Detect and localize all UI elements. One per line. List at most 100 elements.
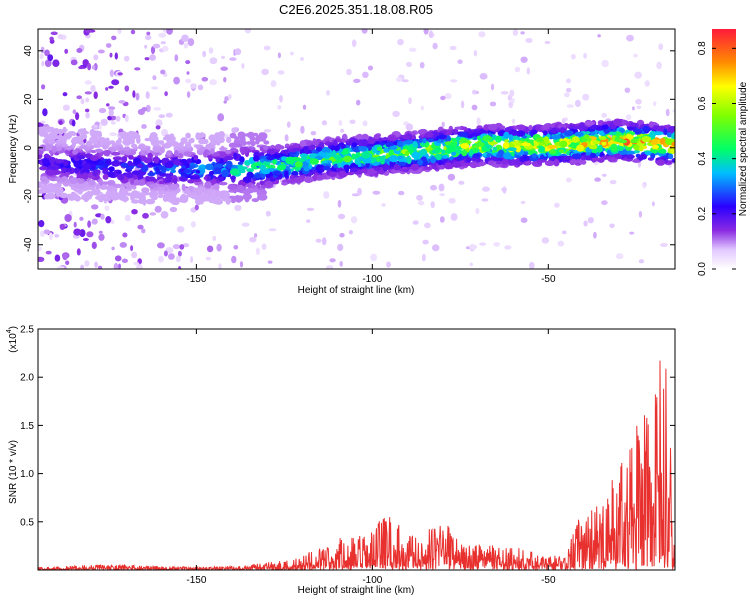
spectrogram-cell — [109, 52, 113, 58]
snr-x-label: Height of straight line (km) — [298, 585, 415, 596]
spectrogram-cell — [133, 181, 144, 186]
spectrogram-cell — [194, 204, 199, 211]
spectrogram-cell — [111, 35, 117, 41]
spectrogram-cell — [458, 180, 465, 185]
snr-scale-exponent: 4 — [6, 329, 13, 333]
spectrogram-cell — [571, 53, 576, 60]
spectrogram-cell — [157, 242, 165, 249]
spectrogram-cell — [629, 231, 635, 235]
spectrogram-cell — [613, 118, 622, 127]
spectrogram-cell — [579, 122, 587, 130]
spectrogram-cell — [635, 98, 642, 105]
spectrogram-cell — [459, 131, 468, 139]
spectrogram-cell — [361, 139, 368, 147]
spectrogram-cell — [361, 151, 371, 159]
spectrogram-cell — [361, 133, 369, 141]
spectrogram-cell — [343, 164, 351, 171]
spectrogram-cell — [72, 109, 77, 114]
spectrogram-cell — [152, 139, 161, 145]
spectrogram-cell — [417, 159, 424, 166]
spectrogram-cell — [176, 142, 184, 149]
spectrogram-cell — [273, 172, 279, 177]
spectrogram-cell — [108, 85, 114, 89]
spectrogram-cell — [105, 160, 110, 165]
spectrogram-cell — [97, 49, 105, 54]
spectrogram-cell — [648, 121, 655, 128]
spectrogram-cell — [152, 43, 161, 49]
spectrogram-cell — [142, 212, 149, 219]
spectrogram-cell — [544, 160, 555, 167]
spectrogram-cell — [124, 114, 129, 123]
spectrogram-cell — [84, 91, 92, 95]
spectrogram-cell — [107, 115, 112, 121]
spectrogram-cell — [566, 78, 571, 84]
spectrogram-cell — [619, 128, 625, 134]
spectrogram-cell — [633, 128, 643, 135]
spectrogram-cell — [203, 151, 208, 158]
spectrogram-cell — [522, 154, 528, 160]
spectrogram-cell — [229, 132, 237, 139]
spectrogram-cell — [58, 120, 63, 125]
spectrogram-cell — [633, 53, 638, 58]
spectrogram-cell — [452, 138, 457, 144]
spectrogram-cell — [160, 41, 166, 45]
spectrogram-cell — [166, 29, 173, 35]
spectrogram-cell — [166, 175, 172, 183]
spectrogram-cell — [489, 101, 497, 107]
spectrogram-cell — [412, 220, 419, 225]
spectrogram-cell — [631, 106, 635, 111]
spectrogram-cell — [652, 144, 659, 150]
spectrogram-cell — [65, 260, 70, 266]
spectrogram-cell — [478, 31, 486, 38]
spectrogram-cell — [221, 55, 225, 60]
spectrogram-cell — [346, 68, 352, 76]
spectrogram-cell — [301, 161, 309, 168]
spectrogram-cell — [82, 238, 89, 241]
spectrogram-cell — [190, 83, 197, 89]
spectrogram-cell — [93, 91, 98, 99]
spectrogram-cell — [226, 160, 233, 169]
spectrogram-cell — [574, 131, 584, 137]
spectrogram-cell — [255, 138, 260, 145]
spectrogram-cell — [586, 137, 592, 142]
spectrogram-cell — [435, 135, 445, 140]
spectrogram-cell — [634, 71, 643, 79]
spectrogram-cell — [430, 156, 437, 164]
spectrogram-cell — [234, 48, 242, 56]
spectrogram-cell — [501, 158, 510, 164]
spectrogram-cell — [111, 160, 121, 167]
spectrogram-cell — [551, 134, 560, 140]
spectrogram-cell — [585, 131, 591, 135]
spectrogram-cell — [393, 164, 401, 171]
spectrogram-cell — [261, 169, 271, 175]
spectrogram-cell — [230, 147, 238, 152]
spectrogram-cell — [202, 50, 207, 58]
spectrogram-cell — [482, 135, 492, 142]
spectrogram-cell — [601, 112, 607, 118]
spectrogram-cell — [261, 68, 269, 76]
spectrogram-cell — [136, 136, 141, 144]
spectrogram-cell — [100, 213, 105, 220]
spectrogram-cell — [592, 157, 599, 162]
spectrogram-cell — [108, 166, 115, 172]
spectrogram-cell — [130, 177, 135, 185]
spectrogram-cell — [452, 161, 462, 168]
spectrogram-cell — [601, 173, 607, 177]
spectrogram-cell — [362, 71, 369, 79]
spectrogram-cell — [52, 128, 60, 135]
spectrogram-cell — [42, 157, 49, 164]
spectrogram-cell — [470, 244, 478, 250]
spectrogram-cell — [338, 170, 347, 178]
spectrogram-cell — [99, 123, 103, 130]
spectrogram-cell — [56, 141, 61, 146]
spectrogram-cell — [229, 57, 237, 61]
spectrogram-cell — [406, 156, 412, 165]
spectrogram-cell — [489, 141, 498, 145]
spectrogram-cell — [244, 29, 251, 34]
spectrogram-cell — [472, 89, 477, 95]
spectrogram-cell — [77, 135, 85, 142]
spectrogram-cell — [145, 104, 151, 113]
spectrogram-cell — [193, 154, 199, 161]
spectrogram-cell — [92, 169, 98, 177]
chart-title: C2E6.2025.351.18.08.R05 — [279, 2, 433, 17]
